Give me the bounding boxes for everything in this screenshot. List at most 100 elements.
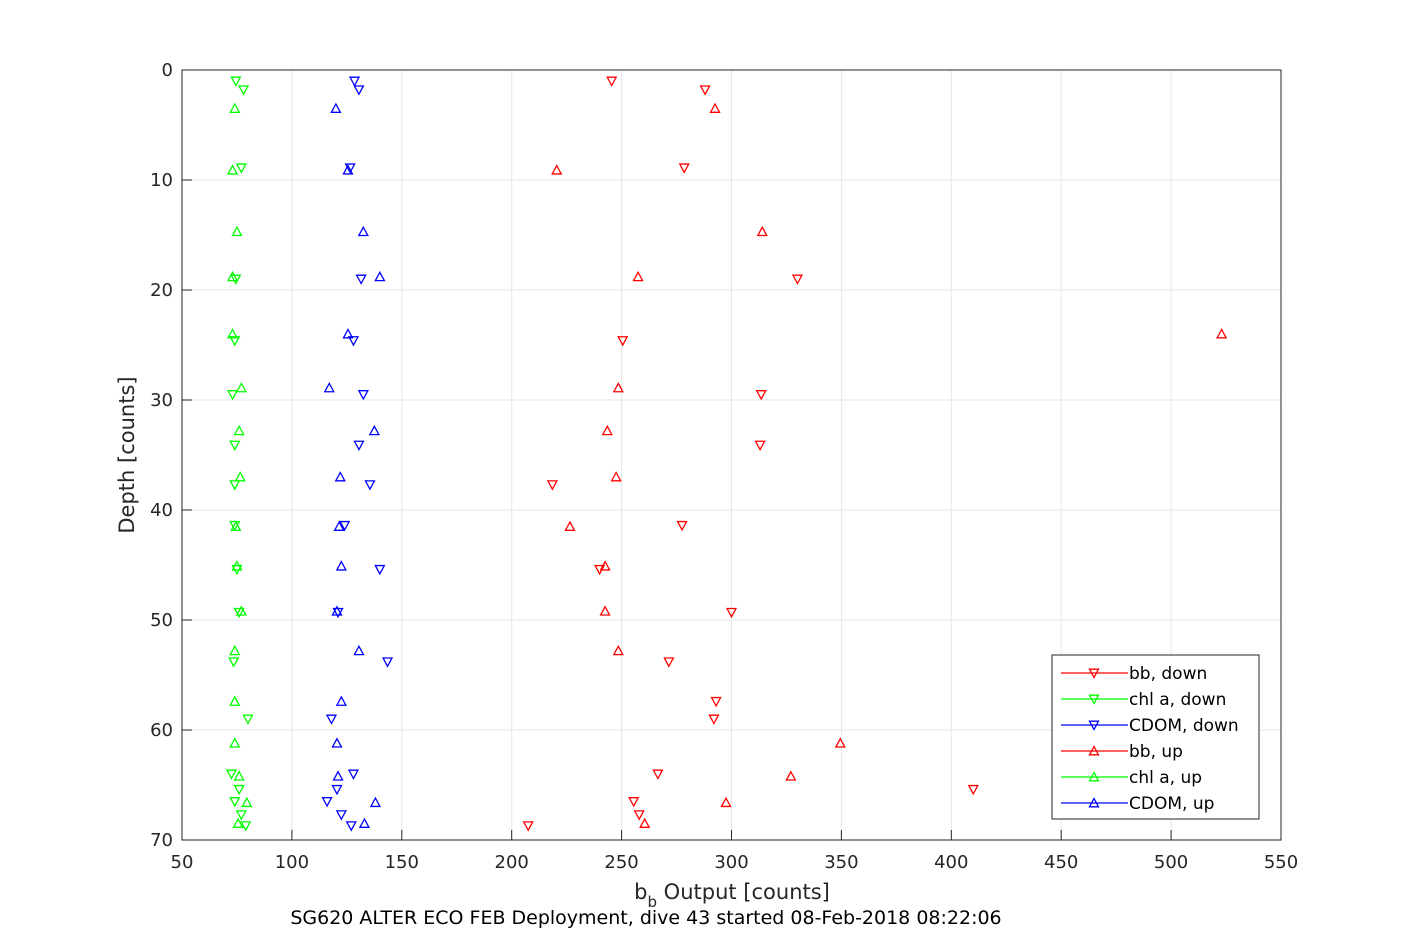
point-cdom-up: [331, 605, 343, 616]
point-cdom-up: [331, 737, 343, 748]
point-chl-a-down: [229, 440, 241, 451]
point-bb-up: [720, 796, 732, 808]
point-bb-up: [1216, 328, 1228, 339]
x-axis-label: bb Output [counts]: [634, 880, 830, 911]
point-bb-down: [617, 336, 629, 347]
point-bb-down: [791, 274, 804, 285]
point-chl-a-down: [235, 163, 247, 174]
x-tick-label: 450: [1044, 852, 1078, 873]
point-bb-up: [756, 225, 768, 237]
point-cdom-down: [335, 810, 347, 821]
point-chl-a-down: [229, 480, 241, 491]
x-axis-label-rest: Output [counts]: [657, 880, 830, 904]
point-bb-down: [663, 657, 675, 668]
point-bb-down: [708, 714, 720, 725]
axis-ticks: 50 100 150 200 250 300 350 400 450 500 550 0 10 20 30 4…: [150, 60, 1298, 873]
point-chl-a-up: [230, 520, 242, 531]
x-tick-label: 550: [1264, 852, 1298, 873]
point-bb-down: [676, 520, 688, 532]
point-chl-a-down: [235, 810, 247, 821]
point-bb-up: [612, 644, 624, 656]
point-cdom-down: [381, 657, 394, 668]
point-bb-down: [754, 440, 766, 451]
point-chl-a-up: [234, 471, 246, 482]
point-chl-a-up: [229, 737, 241, 748]
chart-caption: SG620 ALTER ECO FEB Deployment, dive 43 …: [290, 907, 1001, 929]
point-cdom-down: [345, 821, 357, 832]
point-chl-a-down: [229, 520, 241, 532]
point-cdom-down: [357, 390, 369, 401]
legend-marker-cdom-up: [1088, 797, 1100, 808]
point-chl-a-down: [225, 769, 238, 780]
y-tick-label: 60: [150, 720, 173, 741]
x-tick-label: 250: [604, 852, 638, 873]
point-chl-a-down: [229, 336, 241, 347]
legend-label-bb-down: bb, down: [1129, 664, 1207, 684]
point-bb-down: [710, 696, 722, 708]
y-axis-label: Depth [counts]: [115, 376, 139, 533]
point-cdom-down: [331, 784, 343, 796]
point-bb-down: [652, 769, 664, 780]
point-bb-down: [967, 784, 979, 796]
point-chl-a-down: [237, 85, 250, 96]
point-cdom-up: [334, 471, 346, 482]
point-cdom-down: [325, 714, 338, 725]
point-bb-up: [632, 270, 644, 282]
point-chl-a-up: [229, 695, 241, 706]
legend-label-chl-a-up: chl a, up: [1129, 768, 1202, 788]
point-cdom-down: [347, 769, 360, 780]
point-bb-up: [639, 817, 651, 828]
point-bb-down: [546, 480, 558, 491]
point-chl-a-down: [233, 607, 245, 619]
y-tick-label: 40: [150, 500, 173, 521]
legend-marker-chl-a-down: [1088, 694, 1100, 705]
point-bb-down: [633, 810, 645, 821]
point-bb-down: [522, 821, 534, 832]
point-cdom-up: [333, 520, 345, 531]
point-cdom-down: [374, 564, 386, 576]
point-chl-a-up: [226, 164, 239, 175]
x-axis-label-subscript: b: [647, 893, 657, 911]
y-tick-label: 10: [150, 170, 173, 191]
point-bb-up: [564, 520, 576, 531]
point-cdom-up: [357, 225, 369, 237]
data-marks: [225, 76, 1228, 832]
point-bb-up: [601, 424, 613, 436]
point-bb-down: [699, 85, 711, 96]
point-cdom-down: [364, 480, 376, 491]
point-chl-a-down: [226, 390, 239, 401]
legend-marker-bb-up: [1088, 745, 1100, 756]
point-bb-up: [610, 471, 622, 482]
point-bb-down: [725, 607, 738, 619]
x-tick-label: 500: [1154, 852, 1188, 873]
point-chl-a-up: [235, 382, 247, 393]
point-cdom-down: [353, 440, 365, 451]
point-chl-a-up: [231, 560, 243, 571]
point-cdom-down: [321, 797, 333, 808]
legend-marker-cdom-down: [1088, 720, 1100, 731]
y-tick-label: 50: [150, 610, 173, 631]
point-cdom-down: [347, 336, 360, 347]
legend-box: [1051, 654, 1260, 820]
point-bb-up: [599, 560, 611, 571]
point-cdom-down: [355, 274, 367, 285]
point-chl-a-down: [230, 274, 242, 285]
x-tick-label: 200: [495, 852, 529, 873]
x-tick-label: 300: [714, 852, 748, 873]
point-bb-down: [606, 76, 618, 87]
x-tick-label: 350: [824, 852, 858, 873]
point-cdom-down: [353, 85, 365, 96]
point-chl-a-down: [228, 657, 240, 668]
y-tick-label: 20: [150, 280, 173, 301]
point-cdom-up: [332, 770, 344, 781]
legend: bb, down chl a, down CDOM, down bb, up chl a…: [1051, 654, 1260, 820]
point-cdom-up: [374, 270, 386, 282]
point-cdom-up: [335, 560, 347, 571]
point-bb-up: [612, 382, 624, 393]
point-cdom-down: [344, 163, 356, 174]
point-chl-a-down: [240, 821, 252, 832]
legend-marker-chl-a-up: [1088, 771, 1100, 782]
point-chl-a-up: [231, 225, 243, 237]
point-chl-a-up: [233, 770, 245, 781]
point-cdom-up: [369, 796, 382, 808]
